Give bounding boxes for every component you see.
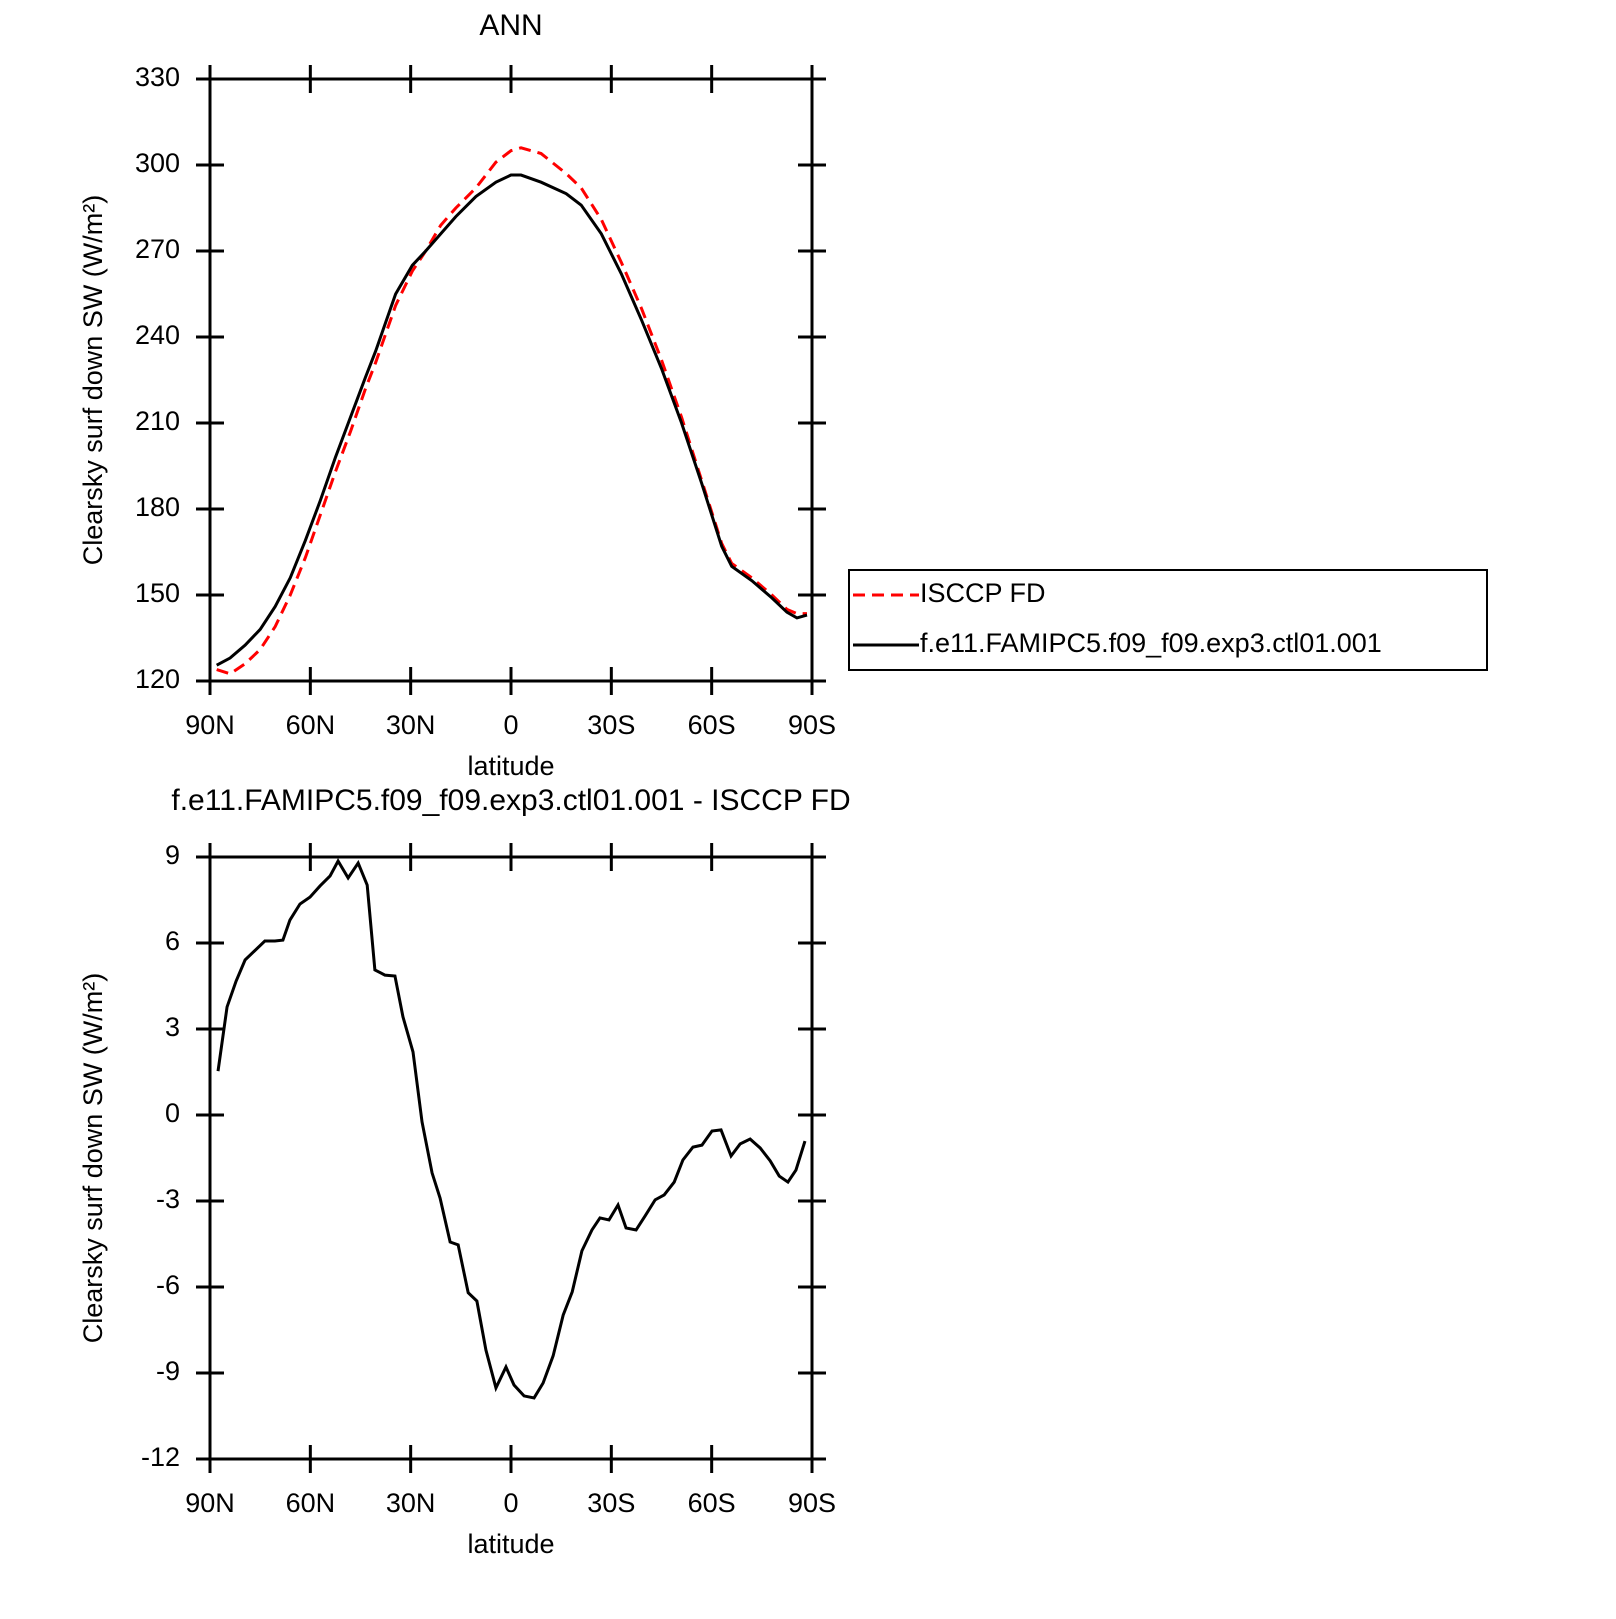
x-tick-label: 30S — [587, 1488, 635, 1518]
y-tick-label: 3 — [165, 1012, 180, 1042]
x-tick-label: 90S — [788, 1488, 836, 1518]
y-tick-label: -9 — [156, 1356, 180, 1386]
chart-title: ANN — [479, 9, 542, 42]
x-tick-label: 0 — [503, 1488, 518, 1518]
legend-label: f.e11.FAMIPC5.f09_f09.exp3.ctl01.001 — [920, 628, 1382, 658]
legend-box — [848, 569, 1488, 671]
x-tick-label: 60S — [688, 710, 736, 740]
x-axis-label: latitude — [467, 751, 554, 781]
x-tick-label: 90N — [185, 710, 235, 740]
chart-title: f.e11.FAMIPC5.f09_f09.exp3.ctl01.001 - I… — [171, 784, 850, 817]
x-tick-label: 90N — [185, 1488, 235, 1518]
x-tick-label: 60S — [688, 1488, 736, 1518]
x-tick-label: 30N — [386, 1488, 436, 1518]
y-tick-label: 240 — [135, 320, 180, 350]
y-tick-label: -6 — [156, 1270, 180, 1300]
y-axis-label: Clearsky surf down SW (W/m²) — [78, 195, 108, 566]
x-tick-label: 30S — [587, 710, 635, 740]
data-line — [216, 857, 807, 1400]
y-tick-label: 150 — [135, 578, 180, 608]
y-tick-label: 9 — [165, 840, 180, 870]
x-axis-label: latitude — [467, 1529, 554, 1559]
plot-frame — [208, 77, 814, 683]
y-tick-label: 300 — [135, 148, 180, 178]
x-tick-label: 90S — [788, 710, 836, 740]
y-tick-label: -3 — [156, 1184, 180, 1214]
x-tick-label: 0 — [503, 710, 518, 740]
plot-frame — [208, 855, 814, 1461]
legend-label: ISCCP FD — [920, 578, 1046, 608]
y-tick-label: 6 — [165, 926, 180, 956]
x-tick-label: 60N — [286, 1488, 336, 1518]
y-tick-label: 210 — [135, 406, 180, 436]
y-tick-label: 330 — [135, 62, 180, 92]
data-line — [215, 173, 808, 667]
x-tick-label: 30N — [386, 710, 436, 740]
x-tick-label: 60N — [286, 710, 336, 740]
y-tick-label: 180 — [135, 492, 180, 522]
y-tick-label: 270 — [135, 234, 180, 264]
data-line — [216, 146, 807, 676]
y-tick-label: -12 — [141, 1442, 180, 1472]
y-tick-label: 0 — [165, 1098, 180, 1128]
y-tick-label: 120 — [135, 664, 180, 694]
y-axis-label: Clearsky surf down SW (W/m²) — [78, 973, 108, 1344]
